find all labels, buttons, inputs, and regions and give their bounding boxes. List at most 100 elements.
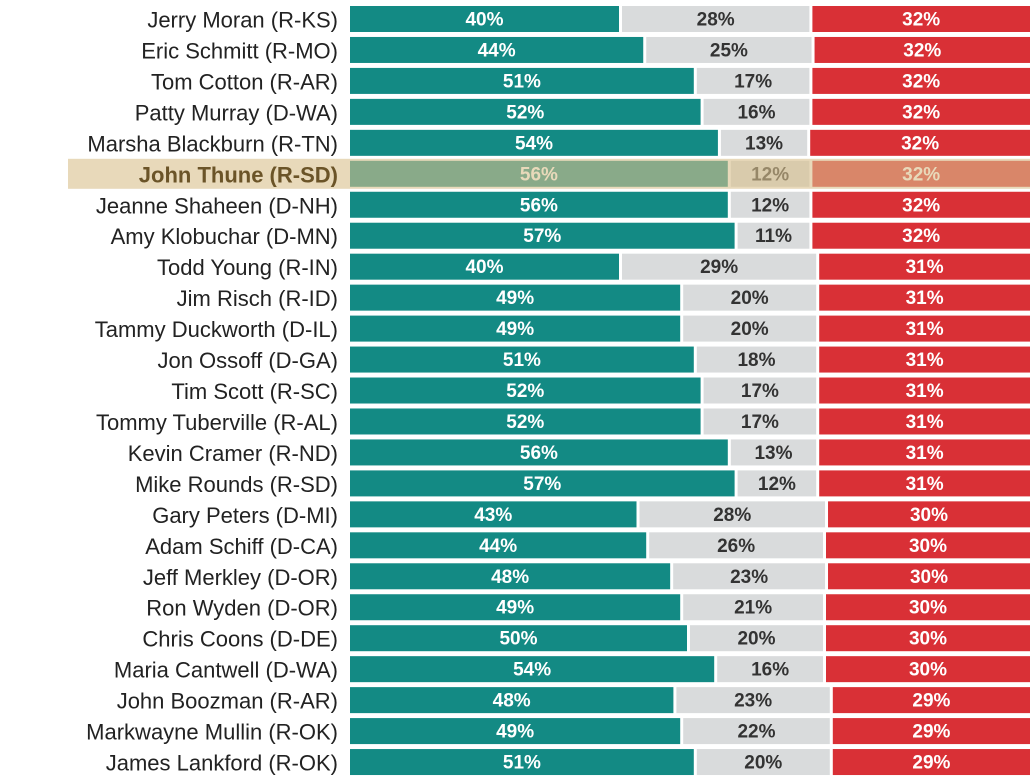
bar-segment [812,67,1030,94]
category-label: Markwayne Mullin (R-OK) [86,720,338,745]
value-label: 32% [903,40,941,61]
bar-segment [350,594,681,621]
bar-segment [819,439,1030,466]
bar-segment [350,36,644,63]
bar-segment [832,687,1030,714]
category-label: James Lankford (R-OK) [106,751,338,776]
bar-segment [683,718,830,745]
bar-segment [350,222,735,249]
value-label: 54% [515,133,553,154]
bar-segment [350,98,701,125]
value-label: 51% [503,350,541,371]
value-label: 40% [465,10,503,31]
bar-segment [819,284,1030,311]
bar-segment [819,346,1030,373]
bar-segment [622,6,810,32]
bar-segment [350,532,647,559]
value-label: 18% [737,350,775,371]
value-label: 26% [717,536,755,557]
category-label: John Boozman (R-AR) [117,689,338,714]
value-label: 11% [755,226,792,247]
value-label: 16% [751,660,789,681]
bar-segment [812,98,1030,125]
bar-segment [350,439,728,466]
bar-segment [350,253,619,280]
bar-segment [832,718,1030,745]
value-label: 32% [902,226,940,247]
value-label: 52% [506,412,544,433]
value-label: 30% [910,505,948,526]
category-label: Patty Murray (D-WA) [135,100,338,125]
bar-segment [832,749,1030,776]
bar-segment [696,749,830,776]
value-label: 21% [734,598,772,619]
bar-segment [350,687,674,714]
category-label: Marsha Blackburn (R-TN) [87,131,338,156]
value-label: 20% [731,288,769,309]
category-label: Ron Wyden (D-OR) [146,596,338,621]
value-label: 48% [491,567,529,588]
bar-segment [730,439,817,466]
bar-segment [350,408,701,435]
bar-segment [350,129,718,156]
bar-segment [673,563,826,590]
category-label: Gary Peters (D-MI) [152,503,338,528]
value-label: 16% [737,102,775,123]
bar-segment [812,191,1030,218]
value-label: 30% [909,598,947,619]
bar-segment [812,6,1030,32]
bar-segment [676,687,830,714]
value-label: 50% [499,629,537,650]
bar-segment [350,749,694,776]
value-label: 20% [737,629,775,650]
category-label: John Thune (R-SD) [139,162,338,187]
bar-segment [828,501,1030,528]
bar-segment [826,656,1030,683]
value-label: 29% [700,257,738,278]
bar-segment [696,346,817,373]
bar-segment [819,315,1030,342]
category-label: Tommy Tuberville (R-AL) [96,410,338,435]
value-label: 51% [503,71,541,92]
bar-segment [350,284,681,311]
value-label: 31% [906,381,944,402]
value-label: 17% [734,71,772,92]
bar-segment [703,408,817,435]
value-label: 20% [744,753,782,774]
value-label: 44% [479,536,517,557]
value-label: 57% [523,474,561,495]
value-label: 56% [520,195,558,216]
value-label: 43% [474,505,512,526]
value-label: 32% [902,71,940,92]
value-label: 31% [906,474,944,495]
category-label: Mike Rounds (R-SD) [135,472,338,497]
bar-segment [690,625,823,652]
value-label: 52% [506,381,544,402]
bar-segment [350,625,687,652]
bar-segment [826,625,1030,652]
value-label: 40% [465,257,503,278]
value-label: 31% [906,412,944,433]
value-label: 23% [730,567,768,588]
bar-segment [812,222,1030,249]
bar-segment [717,656,823,683]
value-label: 30% [909,660,947,681]
value-label: 31% [906,319,944,340]
category-label: Maria Cantwell (D-WA) [114,658,338,683]
bar-segment [350,718,681,745]
bar-segment [730,191,810,218]
category-label: Todd Young (R-IN) [157,255,338,280]
bar-segment [646,36,812,63]
category-label: Jim Risch (R-ID) [177,286,338,311]
bar-segment [350,470,735,497]
value-label: 32% [901,133,939,154]
category-label: Kevin Cramer (R-ND) [128,441,338,466]
bar-segment [819,408,1030,435]
value-label: 29% [912,753,950,774]
bar-segment [622,253,817,280]
bar-segment [819,377,1030,404]
bar-segment [828,563,1030,590]
highlight [68,158,1030,189]
value-label: 49% [496,319,534,340]
